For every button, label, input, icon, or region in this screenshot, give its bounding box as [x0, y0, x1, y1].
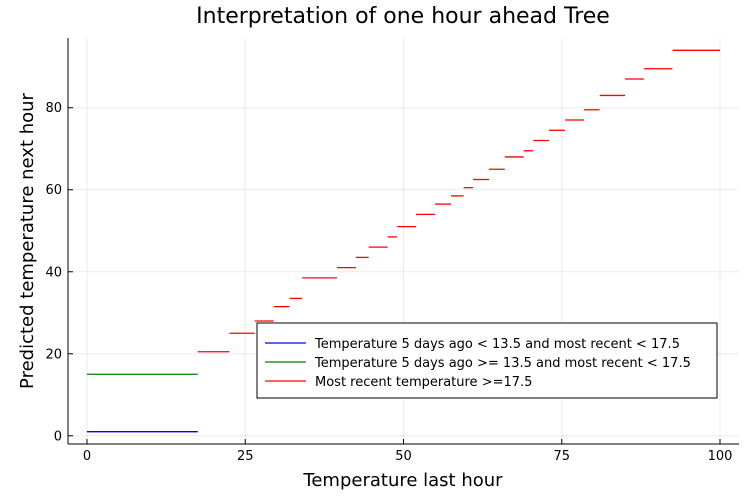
y-tick-label-4: 80: [45, 101, 62, 116]
y-tick-label-0: 0: [54, 429, 62, 444]
x-tick-label-2: 50: [395, 449, 412, 464]
legend-label-2: Most recent temperature >=17.5: [315, 375, 532, 390]
x-axis-label: Temperature last hour: [302, 470, 503, 491]
legend-label-1: Temperature 5 days ago >= 13.5 and most …: [314, 356, 691, 371]
ticks: 0 25 50 75 100 0 20 40 60 80: [45, 101, 732, 464]
chart-title: Interpretation of one hour ahead Tree: [196, 4, 610, 29]
x-tick-label-0: 0: [83, 449, 91, 464]
legend-box: [256, 322, 718, 399]
series-group: [86, 49, 721, 433]
legend-label-0: Temperature 5 days ago < 13.5 and most r…: [314, 337, 680, 352]
y-tick-label-3: 60: [45, 183, 62, 198]
legend: Temperature 5 days ago < 13.5 and most r…: [256, 322, 718, 399]
x-tick-label-4: 100: [708, 449, 733, 464]
grid: [68, 38, 739, 444]
y-axis-label: Predicted temperature next hour: [17, 92, 38, 389]
y-tick-label-1: 20: [45, 347, 62, 362]
x-tick-label-3: 75: [553, 449, 570, 464]
y-tick-label-2: 40: [45, 265, 62, 280]
x-tick-label-1: 25: [237, 449, 254, 464]
